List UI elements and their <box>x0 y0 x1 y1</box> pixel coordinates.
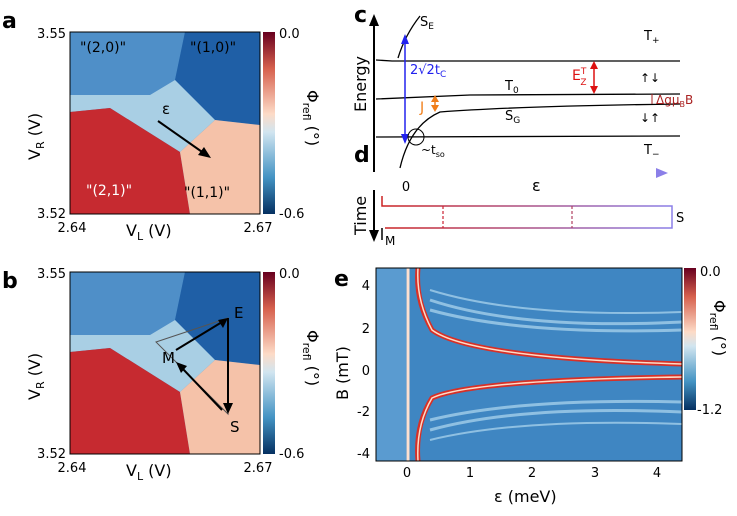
region-2-0: "(2,0)" <box>80 40 126 56</box>
energy-label: Energy <box>351 56 370 112</box>
panel-b-ytick-bottom: 3.52 <box>37 447 66 462</box>
panel-a-epsilon: ε <box>162 100 170 118</box>
panel-b-colorbar <box>263 272 275 454</box>
panel-c: c Energy SE T+ T0 SG T− 2√2tC ET Z J ΔgμB… <box>351 3 693 195</box>
t-minus-label: T− <box>643 143 660 160</box>
s-e-level <box>397 15 421 59</box>
t-plus-label: T+ <box>643 29 660 46</box>
panel-b-ytick-top: 3.55 <box>37 267 66 282</box>
panel-b-cbar-label: Φrefl (°) <box>300 330 322 386</box>
t-plus-level <box>375 59 680 62</box>
panel-b-xtick-right: 2.67 <box>244 461 273 476</box>
pulse-sequence <box>381 196 673 229</box>
panel-b-cbar-bottom: -0.6 <box>279 447 304 462</box>
panel-e-yticks: 4 2 0 -2 -4 <box>357 279 370 462</box>
panel-d-letter: d <box>354 143 370 168</box>
c-epsilon-label: ε <box>532 176 541 195</box>
anticrossing-circle <box>407 128 425 146</box>
epsilon-arrowhead <box>198 147 211 158</box>
epsilon-arrow <box>157 120 206 155</box>
pulse-m-label: M <box>385 234 395 248</box>
panel-e: e 4 2 0 -2 -4 0 1 2 3 4 <box>333 265 729 506</box>
panel-a-letter: a <box>2 9 17 34</box>
svg-text:0: 0 <box>403 466 411 481</box>
arrow-s-to-m <box>181 367 223 411</box>
panel-b-cbar-top: 0.0 <box>279 267 300 282</box>
svg-text:4: 4 <box>362 279 370 294</box>
svg-text:2: 2 <box>362 322 370 337</box>
panel-e-colorbar <box>684 268 696 410</box>
panel-b-xtick-left: 2.64 <box>58 461 87 476</box>
arrow-m-to-e <box>175 321 223 351</box>
svg-text:-4: -4 <box>357 447 370 462</box>
panel-e-cbar-label: Φrefl (°) <box>707 300 729 356</box>
time-label: Time <box>351 196 370 236</box>
pulse-s-label: S <box>676 211 684 226</box>
panel-e-xticks: 0 1 2 3 4 <box>403 466 661 481</box>
panel-a: a 3.55 3.52 2.64 2.67 VR (V) VL (V) "(2,… <box>2 9 322 243</box>
point-m: M <box>162 349 175 367</box>
svg-text:3: 3 <box>591 466 599 481</box>
panel-a-colorbar <box>263 32 275 214</box>
spin-up-down: ↑↓ <box>640 71 660 85</box>
t-zero-level <box>375 93 681 100</box>
panel-a-ytick-bottom: 3.52 <box>37 207 66 222</box>
svg-text:0: 0 <box>362 364 370 379</box>
panel-b-ylabel: VR (V) <box>25 353 47 400</box>
panel-a-ytick-top: 3.55 <box>37 27 66 42</box>
s-g-label: SG <box>505 109 520 126</box>
panel-a-xlabel: VL (V) <box>126 221 172 243</box>
c-xtick-zero: 0 <box>402 180 410 195</box>
panel-a-cbar-label: Φrefl (°) <box>300 90 322 146</box>
panel-b-xlabel: VL (V) <box>126 461 172 483</box>
tso-label: ~tso <box>421 143 445 159</box>
panel-d: d Time M S <box>351 143 684 248</box>
region-2-1: "(2,1)" <box>86 183 132 199</box>
panel-b: b 3.55 3.52 2.64 2.67 VR (V) VL (V) M E … <box>2 267 322 483</box>
panel-a-cbar-bottom: -0.6 <box>279 207 304 222</box>
panel-a-xtick-right: 2.67 <box>244 221 273 236</box>
dg-label: ΔgμBB <box>656 93 693 109</box>
panel-c-letter: c <box>354 3 367 28</box>
panel-a-map <box>69 31 261 215</box>
t-zero-label: T0 <box>504 79 519 96</box>
panel-e-letter: e <box>334 267 349 292</box>
panel-b-letter: b <box>2 269 18 294</box>
svg-text:2: 2 <box>528 466 536 481</box>
panel-a-xtick-left: 2.64 <box>58 221 87 236</box>
panel-e-cbar-bottom: -1.2 <box>697 403 722 418</box>
spin-down-up: ↓↑ <box>640 111 660 125</box>
j-label: J <box>419 100 424 116</box>
panel-a-ylabel: VR (V) <box>25 113 47 160</box>
tc-label: 2√2tC <box>410 63 446 80</box>
panel-e-xlabel: ε (meV) <box>494 487 557 506</box>
point-s: S <box>230 418 240 436</box>
region-1-0: "(1,0)" <box>190 40 236 56</box>
panel-e-fringes <box>429 289 683 441</box>
ez-label: ET Z <box>572 67 587 88</box>
panel-e-cbar-top: 0.0 <box>700 265 721 280</box>
svg-text:4: 4 <box>653 466 661 481</box>
svg-text:1: 1 <box>466 466 474 481</box>
s-g-level <box>399 103 681 169</box>
point-e: E <box>234 304 243 322</box>
svg-text:-2: -2 <box>357 405 370 420</box>
panel-b-map <box>69 271 261 455</box>
panel-e-ylabel: B (mT) <box>333 346 352 400</box>
s-e-label: SE <box>420 15 434 32</box>
t-minus-level <box>375 135 681 138</box>
panel-a-cbar-top: 0.0 <box>279 27 300 42</box>
region-1-1: "(1,1)" <box>184 185 230 201</box>
